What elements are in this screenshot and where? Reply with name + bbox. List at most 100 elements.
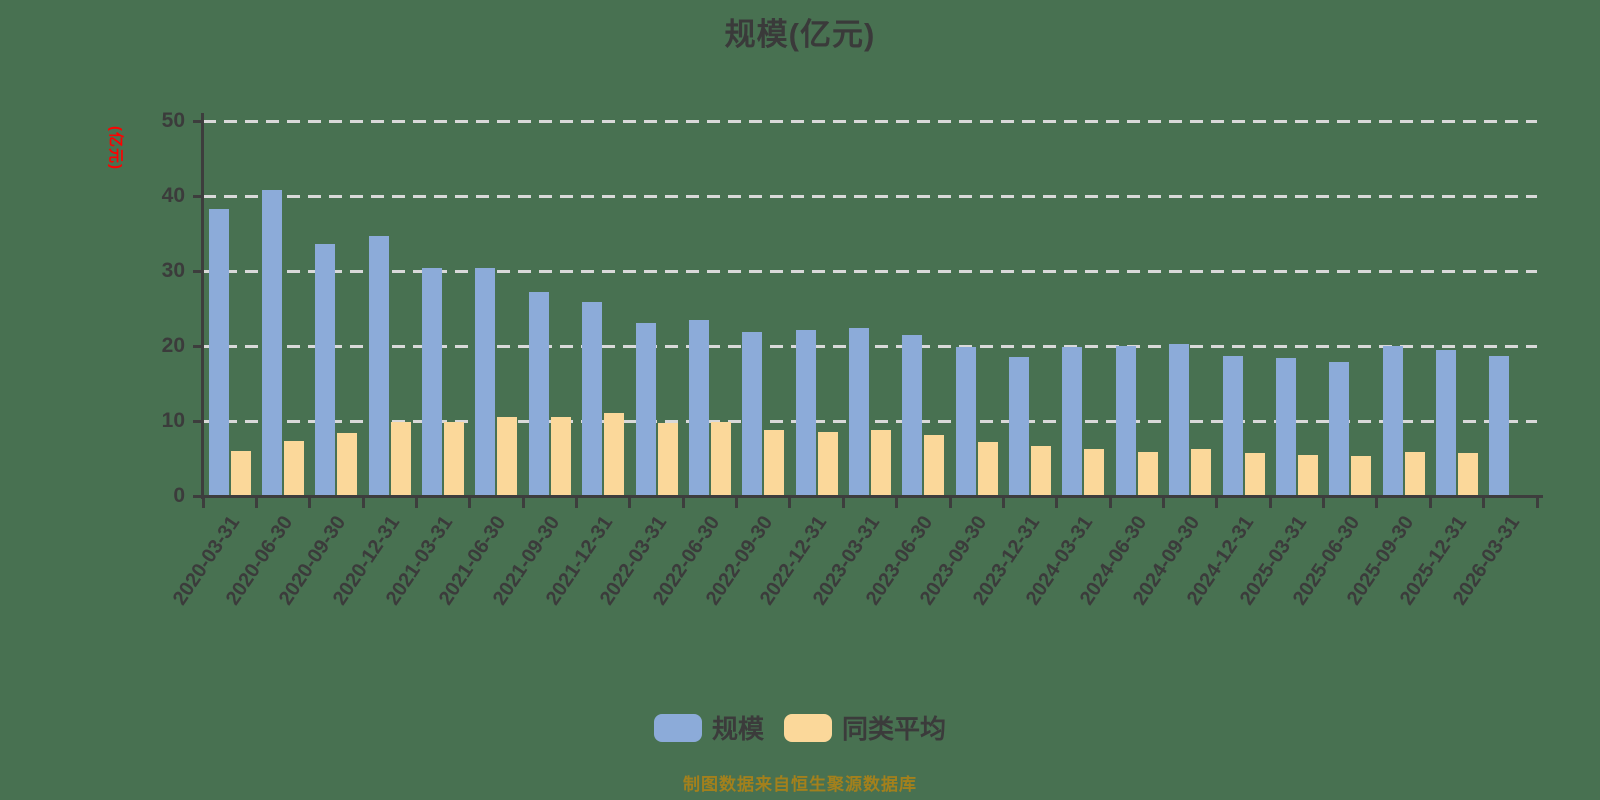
bar-scale-2026-03-31 (1489, 356, 1510, 495)
bar-scale-2024-09-30 (1169, 344, 1190, 495)
bar-scale-2023-12-31 (1009, 357, 1030, 495)
y-axis-label: 50 (161, 109, 185, 132)
bar-scale-2023-03-31 (849, 327, 869, 495)
x-tick (308, 498, 312, 508)
bar-peer-average-2022-09-30 (764, 429, 785, 495)
legend-item-scale[interactable]: 规模 (653, 709, 764, 746)
plot-area: 0 10 20 30 40 50 2020-03-31 2020-06-30 2020-09-3… (162, 109, 1543, 609)
x-tick (201, 498, 205, 508)
bar-peer-average-2024-03-31 (1084, 448, 1105, 495)
bar-peer-average-2024-09-30 (1191, 449, 1212, 495)
gridline-20 (203, 345, 1537, 348)
gridline-30 (203, 270, 1537, 273)
bar-peer-average-2021-12-31 (604, 412, 625, 495)
bar-scale-2024-12-31 (1222, 356, 1243, 495)
gridline-10 (203, 420, 1537, 423)
x-tick (1215, 498, 1219, 508)
bar-scale-2020-06-30 (262, 189, 283, 495)
bar-peer-average-2023-03-31 (871, 429, 891, 495)
x-tick (628, 498, 632, 508)
bar-scale-2020-09-30 (315, 243, 336, 495)
bar-scale-2024-03-31 (1062, 347, 1083, 495)
x-tick (895, 498, 899, 508)
bar-scale-2021-09-30 (528, 291, 549, 495)
x-tick (254, 498, 258, 508)
y-tick-20 (193, 345, 202, 348)
x-tick (681, 498, 685, 508)
bar-peer-average-2021-09-30 (550, 417, 571, 495)
bar-peer-average-2025-03-31 (1297, 454, 1318, 495)
bar-peer-average-2024-06-30 (1137, 451, 1158, 495)
x-tick (1482, 498, 1486, 508)
bar-peer-average-2023-09-30 (977, 441, 998, 495)
y-axis-label: 0 (173, 484, 185, 507)
x-tick (1001, 498, 1005, 508)
legend: 规模 同类平均 (0, 709, 1600, 746)
x-tick (361, 498, 365, 508)
legend-swatch-peer-average-icon (784, 713, 832, 742)
y-axis-line (201, 113, 204, 499)
bar-scale-2021-06-30 (475, 267, 496, 495)
bar-peer-average-2020-12-31 (390, 422, 411, 495)
x-tick (1055, 498, 1059, 508)
bar-scale-2025-06-30 (1329, 361, 1350, 495)
legend-swatch-scale-icon (653, 713, 702, 742)
bar-peer-average-2023-06-30 (924, 435, 945, 495)
y-axis-label: 30 (161, 259, 185, 282)
bar-peer-average-2025-12-31 (1457, 453, 1478, 495)
bar-peer-average-2025-06-30 (1351, 456, 1372, 495)
bar-peer-average-2024-12-31 (1244, 453, 1265, 495)
x-tick (841, 498, 845, 508)
x-tick (575, 498, 579, 508)
bar-scale-2022-12-31 (795, 330, 816, 495)
bar-peer-average-2020-03-31 (230, 450, 251, 495)
y-tick-30 (193, 270, 202, 273)
bar-peer-average-2021-06-30 (497, 417, 518, 495)
bar-scale-2022-09-30 (742, 331, 763, 495)
bar-scale-2021-12-31 (582, 302, 603, 495)
x-tick (414, 498, 418, 508)
bar-peer-average-2020-06-30 (284, 441, 305, 495)
bar-peer-average-2025-09-30 (1404, 451, 1425, 495)
x-tick (521, 498, 525, 508)
gridline-40 (203, 195, 1537, 198)
x-tick (468, 498, 472, 508)
bar-peer-average-2020-09-30 (337, 432, 358, 495)
bar-scale-2023-09-30 (955, 346, 976, 495)
y-tick-40 (193, 195, 202, 198)
y-tick-50 (193, 120, 202, 123)
x-tick (1322, 498, 1326, 508)
x-tick (1161, 498, 1165, 508)
x-tick (788, 498, 792, 508)
bar-peer-average-2022-12-31 (817, 432, 838, 495)
x-tick (1375, 498, 1379, 508)
x-axis-line (193, 495, 1543, 498)
bar-scale-2020-12-31 (368, 235, 389, 495)
legend-label-scale: 规模 (711, 714, 764, 744)
bar-scale-2025-03-31 (1275, 357, 1296, 495)
x-tick (1535, 498, 1539, 508)
bar-scale-2025-09-30 (1382, 345, 1403, 495)
y-axis-label: 10 (161, 409, 185, 432)
legend-item-peer-average[interactable]: 同类平均 (784, 709, 946, 746)
x-tick (1268, 498, 1272, 508)
y-axis-label: 40 (161, 184, 185, 207)
bar-scale-2021-03-31 (422, 267, 443, 495)
bar-scale-2023-06-30 (902, 335, 923, 495)
x-tick (735, 498, 739, 508)
y-axis-label: 20 (161, 334, 185, 357)
legend-label-peer-average: 同类平均 (842, 714, 947, 744)
gridline-50 (203, 120, 1537, 123)
bar-peer-average-2021-03-31 (444, 422, 465, 495)
x-tick (1428, 498, 1432, 508)
bar-scale-2020-03-31 (208, 209, 229, 495)
bar-peer-average-2022-06-30 (710, 421, 731, 495)
bar-scale-2025-12-31 (1435, 350, 1456, 495)
chart-title: 规模(亿元) (724, 17, 876, 52)
data-source-note: 制图数据来自恒生聚源数据库 (683, 775, 917, 794)
bar-scale-2024-06-30 (1115, 345, 1136, 495)
y-tick-10 (193, 420, 202, 423)
x-tick (948, 498, 952, 508)
bar-peer-average-2023-12-31 (1031, 445, 1052, 495)
